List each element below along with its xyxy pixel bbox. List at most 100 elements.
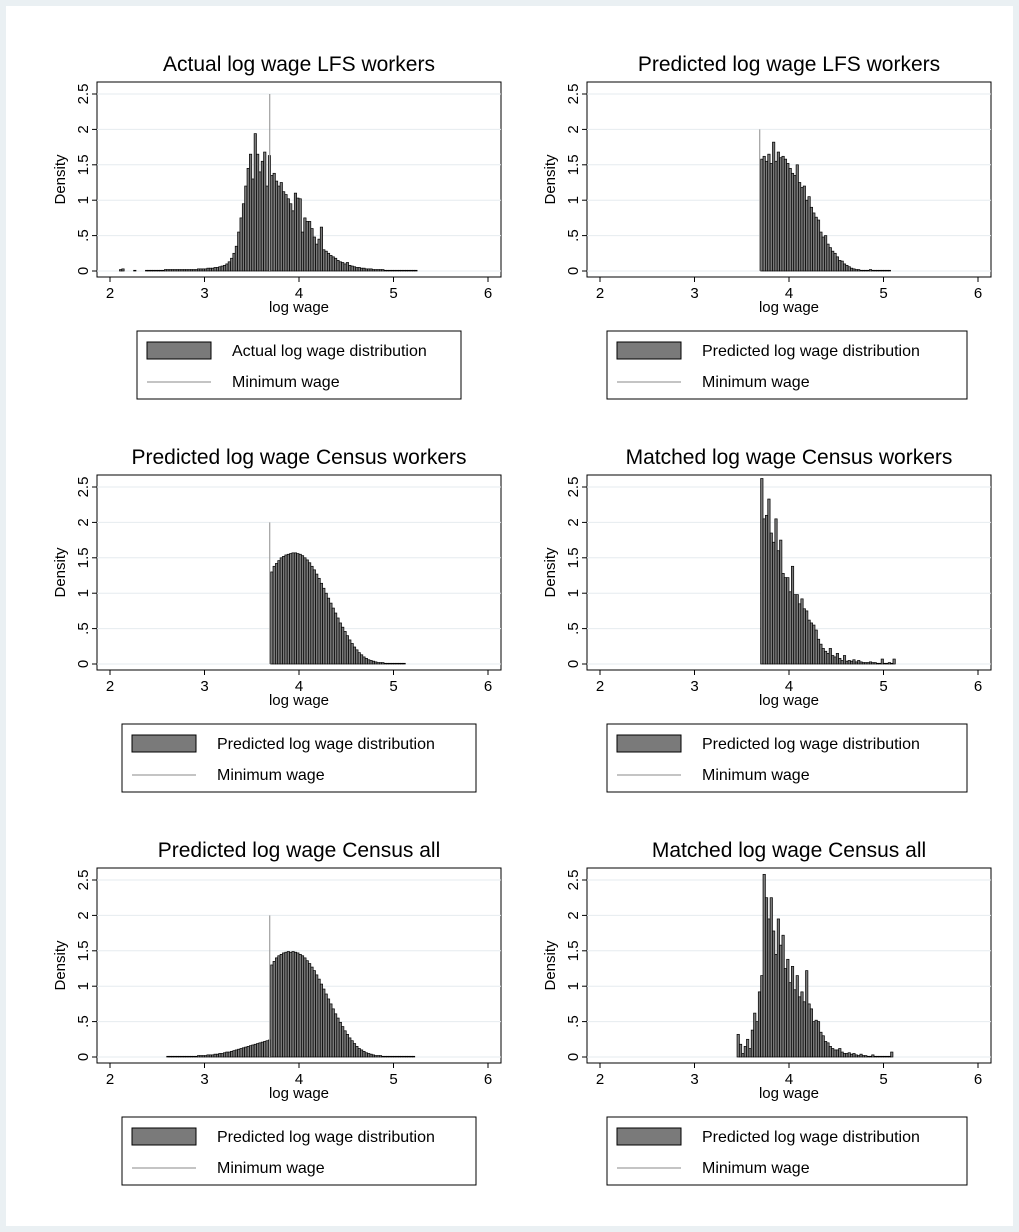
histogram-bar: [206, 1054, 210, 1058]
histogram-bar: [168, 1055, 172, 1058]
histogram-bar: [241, 1047, 246, 1058]
histogram-bar: [809, 622, 813, 665]
histogram-bar: [265, 185, 269, 272]
legend-box: [121, 1116, 477, 1186]
histogram-bar: [407, 1055, 411, 1058]
bars: [760, 141, 891, 272]
histogram-bar: [218, 266, 222, 272]
x-tick-label: 3: [690, 285, 698, 302]
y-tick-label: 1: [75, 589, 92, 597]
histogram-bar: [871, 662, 875, 665]
chart-panel-3: 0 .5 1 1.5 2 2.5 2 3 4 5 6 log wage Density Predicted…: [52, 446, 502, 793]
histogram-bar: [239, 1048, 243, 1058]
histogram-bar: [371, 660, 375, 665]
histogram-bar: [341, 262, 345, 272]
histogram-bar: [381, 269, 385, 272]
histogram-bar: [225, 263, 229, 272]
histogram-bar: [883, 269, 887, 272]
y-tick-label: 0: [75, 660, 92, 668]
histogram-bar: [230, 257, 234, 272]
x-tick-label: 5: [879, 678, 887, 695]
histogram-bar: [227, 1051, 231, 1058]
histogram-bar: [334, 1013, 338, 1058]
histogram-bar: [185, 1055, 189, 1058]
legend-swatch-bars: [131, 734, 197, 753]
histogram-bar: [364, 268, 368, 272]
bars: [736, 873, 894, 1058]
histogram-bar: [833, 656, 837, 665]
histogram-bar: [769, 897, 773, 1058]
histogram-bar: [305, 559, 309, 665]
histogram-bar: [845, 1053, 849, 1058]
histogram-bar: [791, 172, 795, 272]
histogram-bar: [163, 269, 168, 272]
histogram-bar: [812, 1021, 816, 1058]
histogram-bar: [360, 654, 364, 665]
legend-swatch-bars: [146, 341, 212, 360]
histogram-bar: [308, 562, 312, 665]
histogram-bar: [187, 269, 191, 272]
histogram-bar: [331, 256, 335, 272]
histogram-bar: [402, 1055, 406, 1058]
histogram-bar: [386, 662, 390, 665]
histogram-bar: [133, 269, 137, 272]
histogram-bar: [386, 269, 390, 272]
histogram-bar: [847, 660, 851, 665]
histogram-bar: [781, 573, 785, 665]
histogram-bar: [371, 1054, 375, 1058]
histogram-bar: [873, 1055, 877, 1058]
y-tick-label: 1.5: [565, 154, 582, 175]
chart-panel-1: 0 .5 1 1.5 2 2.5 2 3 4 5 6 log wage Density Actual lo…: [52, 53, 502, 400]
histogram-bar: [364, 1052, 368, 1058]
x-tick-label: 5: [389, 678, 397, 695]
x-tick-label: 5: [389, 285, 397, 302]
histogram-bar: [762, 155, 766, 272]
histogram-bar: [767, 498, 771, 665]
histogram-bar: [282, 191, 286, 272]
histogram-bar: [800, 187, 804, 272]
x-tick-label: 3: [690, 1071, 698, 1088]
histogram-bar: [774, 160, 778, 272]
histogram-bar: [291, 951, 295, 1058]
histogram-bar: [840, 1051, 844, 1058]
histogram-bar: [234, 1049, 238, 1058]
histogram-bar: [885, 1055, 889, 1058]
histogram-bar: [322, 988, 326, 1058]
histogram-bar: [334, 612, 338, 665]
histogram-bar: [284, 554, 288, 665]
histogram-bar: [890, 1051, 894, 1058]
histogram-bar: [275, 957, 279, 1058]
histogram-bar: [352, 646, 357, 665]
histogram-bar: [201, 268, 205, 272]
histogram-bar: [859, 269, 863, 272]
histogram-bar: [355, 267, 359, 272]
y-tick-label: 1: [565, 196, 582, 204]
histogram-bar: [757, 991, 761, 1058]
histogram-bar: [312, 569, 316, 665]
bars: [119, 133, 418, 272]
histogram-bar: [208, 267, 212, 272]
histogram-bar: [286, 198, 290, 272]
histogram-bar: [331, 607, 335, 665]
histogram-bar: [866, 1055, 870, 1058]
y-tick-label: .5: [565, 1015, 582, 1028]
histogram-bar: [376, 269, 380, 272]
histogram-bar: [793, 594, 797, 665]
histogram-bar: [892, 658, 896, 665]
histogram-bar: [800, 598, 804, 665]
histogram-bar: [769, 163, 773, 272]
histogram-bar: [814, 216, 818, 272]
x-tick-label: 6: [974, 285, 982, 302]
histogram-bar: [159, 269, 163, 272]
histogram-bar: [199, 268, 203, 272]
histogram-bar: [824, 650, 828, 665]
x-tick-label: 5: [879, 285, 887, 302]
histogram-bar: [199, 1055, 203, 1058]
histogram-bar: [237, 231, 241, 272]
histogram-bar: [760, 975, 764, 1058]
histogram-bar: [308, 221, 312, 272]
y-tick-label: 1: [75, 196, 92, 204]
legend-swatch-bars: [131, 1127, 197, 1146]
histogram-bar: [781, 155, 785, 272]
histogram-bar: [317, 978, 321, 1058]
